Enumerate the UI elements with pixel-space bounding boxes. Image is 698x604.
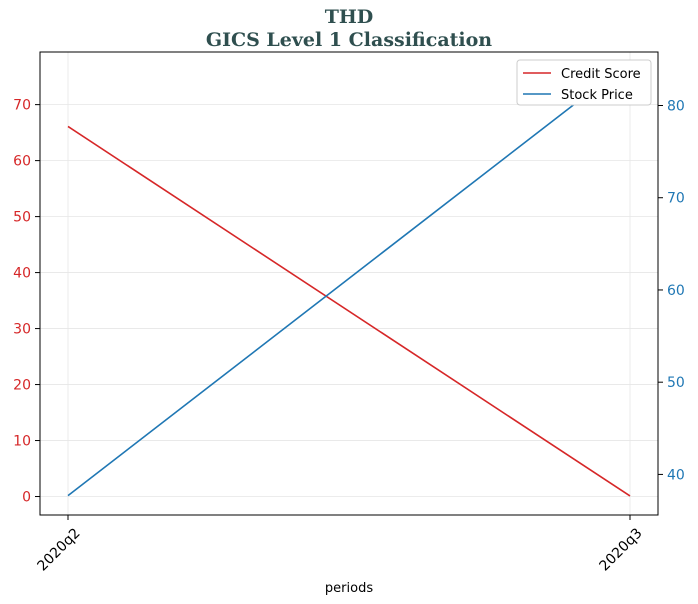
chart-title: THD: [325, 6, 374, 28]
series-lines: [67, 60, 631, 497]
y-right-tick-label: 40: [667, 467, 685, 483]
series-line-credit-score: [67, 125, 631, 497]
y-right-tick-label: 50: [667, 375, 685, 391]
chart-subtitle: GICS Level 1 Classification: [206, 29, 492, 51]
legend-label: Credit Score: [561, 67, 641, 82]
y-axis-right: 40 50 60 70 80: [658, 98, 685, 483]
y-left-tick-label: 70: [13, 98, 31, 114]
x-tick-label: 2020q2: [35, 525, 84, 574]
y-left-tick-label: 20: [13, 378, 31, 394]
legend: Credit Score Stock Price: [516, 59, 652, 106]
y-axis-left: 0 10 20 30 40 50 60 70: [13, 98, 40, 506]
y-left-tick-label: 50: [13, 210, 31, 226]
legend-label: Stock Price: [561, 88, 633, 103]
x-axis-ticks: 2020q2 2020q3: [35, 515, 646, 574]
y-right-tick-label: 70: [667, 191, 685, 207]
y-left-tick-label: 0: [22, 490, 31, 506]
y-left-tick-label: 60: [13, 154, 31, 170]
plot-frame: [39, 51, 659, 516]
x-tick-label: 2020q3: [597, 525, 646, 574]
x-axis-label: periods: [325, 581, 373, 596]
y-left-tick-label: 40: [13, 266, 31, 282]
y-left-tick-label: 10: [13, 434, 31, 450]
y-right-tick-label: 60: [667, 283, 685, 299]
y-left-tick-label: 30: [13, 322, 31, 338]
series-line-stock-price: [67, 60, 631, 497]
y-right-tick-label: 80: [667, 98, 685, 114]
